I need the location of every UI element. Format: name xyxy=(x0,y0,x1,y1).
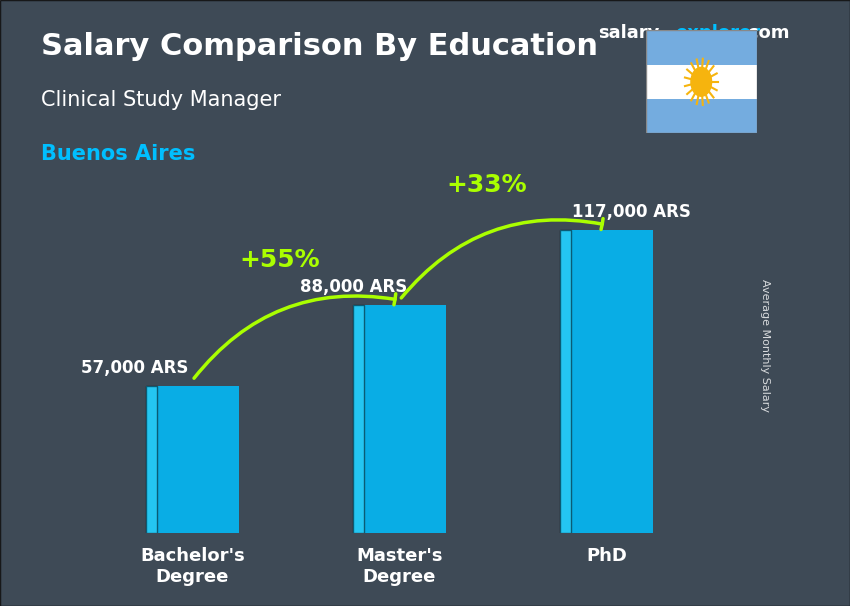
Circle shape xyxy=(691,67,711,96)
FancyBboxPatch shape xyxy=(145,385,157,533)
Text: Salary Comparison By Education: Salary Comparison By Education xyxy=(41,32,598,61)
Text: explorer: explorer xyxy=(675,24,760,42)
FancyBboxPatch shape xyxy=(560,230,571,533)
Text: +33%: +33% xyxy=(446,173,527,197)
Text: 88,000 ARS: 88,000 ARS xyxy=(300,278,407,296)
FancyBboxPatch shape xyxy=(646,65,756,99)
Text: 117,000 ARS: 117,000 ARS xyxy=(572,203,691,221)
Bar xyxy=(560,230,654,533)
Text: 57,000 ARS: 57,000 ARS xyxy=(81,359,188,376)
Text: salary: salary xyxy=(598,24,660,42)
FancyBboxPatch shape xyxy=(646,30,756,65)
Text: Average Monthly Salary: Average Monthly Salary xyxy=(760,279,770,412)
Text: .com: .com xyxy=(741,24,790,42)
Text: Clinical Study Manager: Clinical Study Manager xyxy=(41,90,281,110)
Bar xyxy=(145,385,239,533)
Bar xyxy=(353,305,446,533)
Text: Buenos Aires: Buenos Aires xyxy=(41,144,196,164)
Text: +55%: +55% xyxy=(239,248,320,272)
FancyBboxPatch shape xyxy=(353,305,364,533)
FancyBboxPatch shape xyxy=(646,99,756,133)
